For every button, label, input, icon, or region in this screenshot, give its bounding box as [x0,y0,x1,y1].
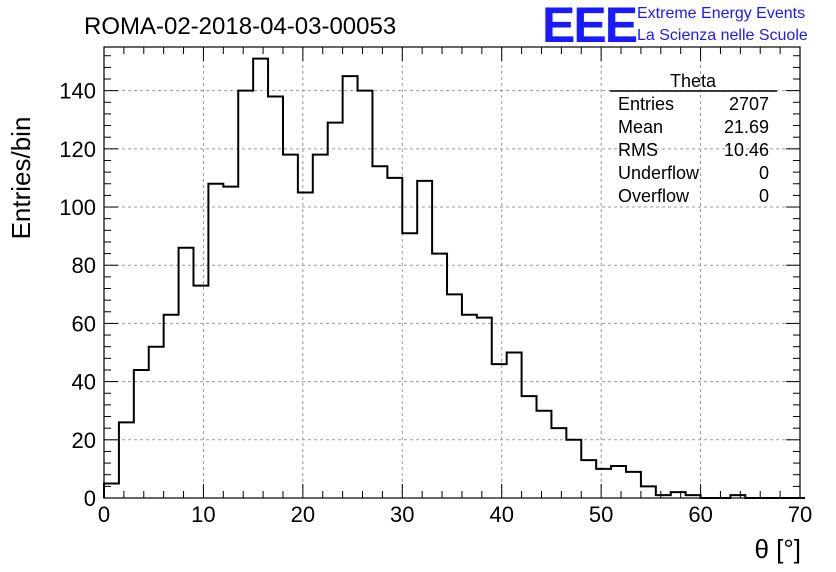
histogram-bin [566,440,581,498]
histogram-bin [253,59,268,498]
x-tick-label: 0 [98,502,110,527]
histogram-bin [387,178,402,498]
histogram-bin [641,486,656,498]
eee-logo: EEE [542,0,637,53]
histogram-bin [402,233,417,498]
stats-label: Underflow [618,163,700,183]
histogram-bin [179,248,194,498]
x-tick-label: 20 [291,502,315,527]
histogram-bin [507,353,522,498]
stats-title: Theta [670,71,717,91]
histogram-bin [462,315,477,498]
histogram-bin [134,370,149,498]
y-tick-label: 40 [72,370,96,395]
histogram-bin [238,91,253,498]
histogram-bars [103,57,805,499]
stats-label: Mean [618,117,663,137]
stats-label: Overflow [618,186,690,206]
y-axis-label: Entries/bin [6,117,36,240]
stats-value: 0 [759,186,769,206]
histogram-bin [343,76,358,498]
histogram-bin [328,123,343,498]
tick-labels: 0 10 20 30 40 50 60 70 0 20 40 60 80 100 120 140 [59,79,812,527]
x-tick-label: 30 [390,502,414,527]
stats-label: RMS [618,140,658,160]
y-tick-label: 140 [59,79,96,104]
histogram-bin [611,466,626,498]
histogram-bin [551,428,566,498]
chart-title: ROMA-02-2018-04-03-00053 [84,13,396,40]
histogram-bin [298,192,313,498]
histogram-bin [223,187,238,498]
stats-label: Entries [618,94,674,114]
histogram-bin [372,166,387,498]
stats-value: 10.46 [724,140,769,160]
histogram-bin [537,411,552,498]
histogram-outline [103,57,805,499]
histogram-bin [164,315,179,498]
stats-box: Theta Entries 2707 Mean 21.69 RMS 10.46 Underf… [610,71,777,206]
histogram-bin [432,254,447,498]
histogram-bin [104,483,119,498]
histogram-bin [268,96,283,498]
x-tick-label: 10 [191,502,215,527]
histogram-bin [358,91,373,498]
histogram-bin [417,181,432,498]
logo-line-2: La Scienza nelle Scuole [637,27,808,44]
plot-frame [103,46,801,499]
x-tick-label: 70 [788,502,812,527]
y-tick-label: 20 [72,428,96,453]
histogram-bin [581,460,596,498]
histogram-bin [522,396,537,498]
y-tick-label: 60 [72,311,96,336]
y-tick-label: 100 [59,195,96,220]
stats-value: 21.69 [724,117,769,137]
histogram-bin [149,347,164,498]
x-tick-label: 50 [589,502,613,527]
x-tick-label: 40 [489,502,513,527]
histogram-bin [492,364,507,498]
x-axis-label: θ [°] [754,534,801,564]
histogram-bin [119,422,134,498]
y-tick-label: 120 [59,137,96,162]
logo-line-1: Extreme Energy Events [637,5,805,22]
grid-lines [104,47,800,498]
histogram-bin [208,184,223,498]
histogram-bin [283,155,298,498]
histogram-bin [313,155,328,498]
histogram-bin [626,472,641,498]
stats-value: 2707 [729,94,769,114]
histogram-bin [193,286,208,498]
y-tick-label: 0 [84,486,96,511]
histogram-bin [447,294,462,498]
y-tick-label: 80 [72,253,96,278]
x-tick-label: 60 [688,502,712,527]
histogram-bin [477,318,492,498]
histogram-bin [596,469,611,498]
stats-value: 0 [759,163,769,183]
